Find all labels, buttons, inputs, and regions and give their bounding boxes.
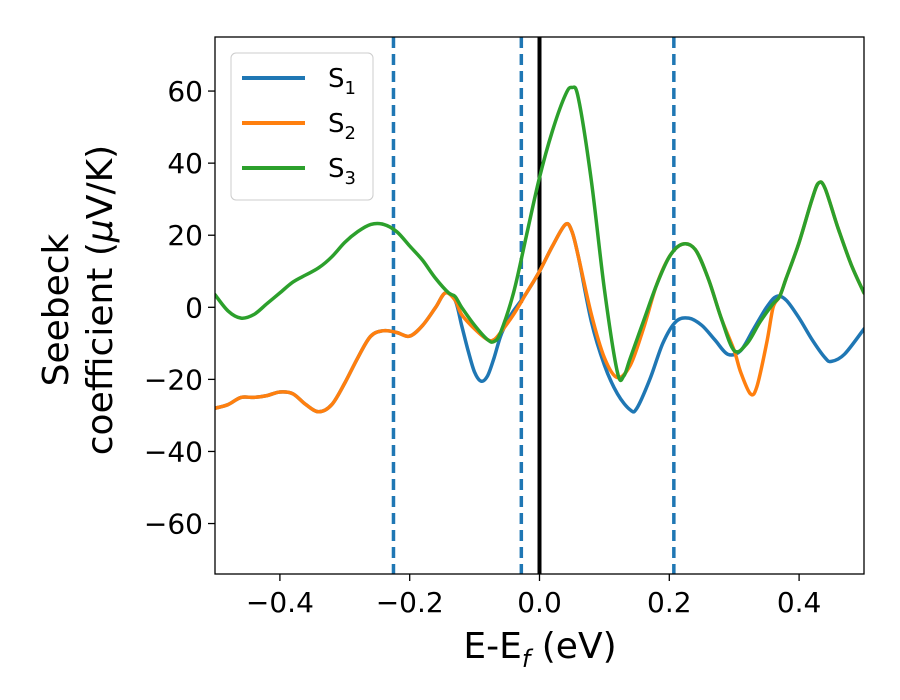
x-tick-label: −0.2 [376, 586, 444, 619]
series-line-s3 [215, 85, 864, 383]
x-axis-ticks: −0.4 −0.2 0.0 0.2 0.4 [246, 574, 821, 619]
y-tick-label: 40 [167, 147, 203, 180]
y-axis-ticks: −60 −40 −20 0 20 40 60 [144, 75, 215, 541]
series-line-s2 [215, 180, 864, 414]
legend: S1 S2 S3 [230, 52, 374, 201]
legend-label-s3: S3 [328, 154, 356, 189]
x-axis-title: E-Ef (eV) [463, 626, 616, 673]
legend-label-s1: S1 [328, 64, 356, 99]
y-tick-label: 0 [185, 291, 203, 324]
y-axis-title-mu: μ [80, 219, 121, 243]
reference-lines [391, 37, 676, 574]
series-lines [215, 85, 864, 414]
x-tick-label: −0.4 [246, 586, 314, 619]
y-tick-label: −40 [144, 435, 203, 468]
y-axis-title-line1: Seebeck [36, 233, 77, 386]
y-tick-label: 20 [167, 219, 203, 252]
x-tick-label: 0.2 [647, 586, 692, 619]
legend-box [230, 52, 374, 201]
y-tick-label: 60 [167, 75, 203, 108]
y-tick-label: −20 [144, 363, 203, 396]
x-tick-label: 0.4 [777, 586, 822, 619]
y-tick-label: −60 [144, 508, 203, 541]
y-axis-title-line2: coefficient (μV/K) [80, 145, 121, 455]
x-tick-label: 0.0 [517, 586, 562, 619]
legend-label-s2: S2 [328, 109, 356, 144]
